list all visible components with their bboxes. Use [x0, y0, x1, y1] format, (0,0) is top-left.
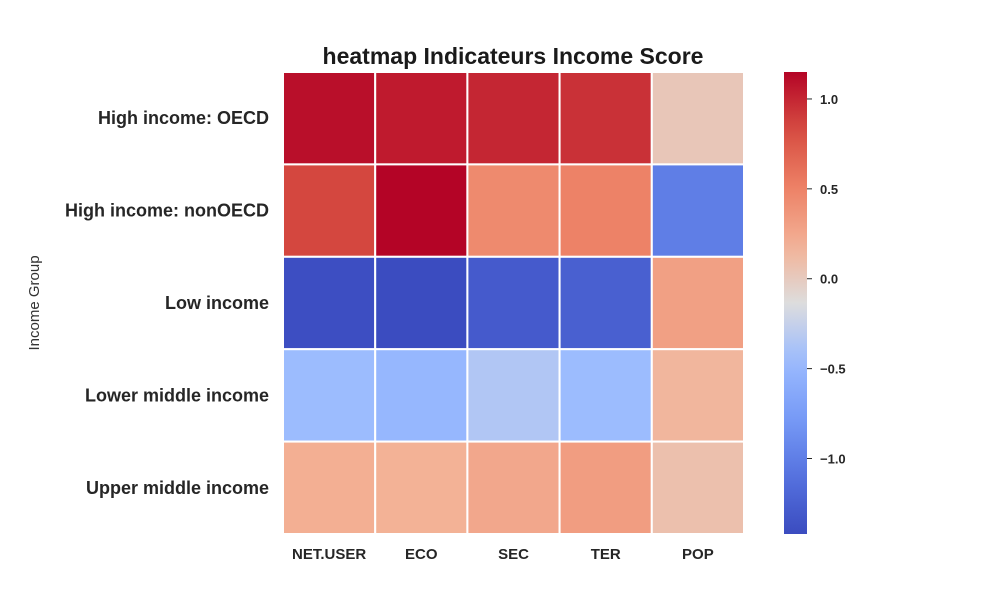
heatmap-cell: [282, 348, 377, 443]
row-label: Lower middle income: [85, 385, 269, 405]
heatmap-cell: [558, 348, 653, 443]
heatmap-cell: [650, 348, 745, 443]
heatmap-cell: [466, 163, 561, 258]
colorbar-ticks: 1.0 0.5 0.0 −0.5 −1.0: [807, 92, 846, 466]
heatmap-cell: [650, 163, 745, 258]
colorbar-tick-label: −0.5: [820, 362, 846, 377]
colorbar-tick-label: 0.0: [820, 272, 838, 287]
heatmap-cell: [466, 440, 561, 536]
heatmap-cell: [282, 255, 377, 351]
column-label: ECO: [405, 546, 438, 563]
heatmap-cell: [374, 440, 469, 536]
heatmap-cell: [282, 71, 377, 166]
heatmap-cell: [558, 163, 653, 258]
heatmap-cell: [466, 348, 561, 443]
column-label: SEC: [498, 546, 529, 563]
heatmap-cell: [466, 71, 561, 166]
row-label: High income: OECD: [98, 108, 269, 128]
y-axis-label: Income Group: [26, 255, 43, 350]
row-label: Low income: [165, 293, 269, 313]
heatmap-cell: [558, 440, 653, 536]
heatmap-cells: [282, 71, 745, 536]
colorbar: [784, 72, 807, 534]
heatmap-cell: [650, 440, 745, 536]
heatmap-cell: [558, 71, 653, 166]
heatmap-cell: [650, 71, 745, 166]
chart-title: heatmap Indicateurs Income Score: [323, 43, 704, 69]
column-labels: NET.USER ECO SEC TER POP: [292, 546, 714, 563]
column-label: NET.USER: [292, 546, 366, 563]
heatmap-cell: [466, 255, 561, 351]
row-label: Upper middle income: [86, 478, 269, 498]
row-label: High income: nonOECD: [65, 201, 269, 221]
heatmap-cell: [558, 255, 653, 351]
heatmap-cell: [374, 348, 469, 443]
heatmap-cell: [282, 163, 377, 258]
heatmap-cell: [282, 440, 377, 536]
colorbar-tick-label: 1.0: [820, 92, 838, 107]
heatmap-cell: [374, 255, 469, 351]
heatmap-cell: [374, 71, 469, 166]
row-labels: High income: OECD High income: nonOECD Low…: [65, 108, 269, 498]
heatmap-cell: [374, 163, 469, 258]
colorbar-tick-label: −1.0: [820, 451, 846, 466]
column-label: POP: [682, 546, 714, 563]
heatmap-cell: [650, 255, 745, 351]
colorbar-tick-label: 0.5: [820, 182, 838, 197]
column-label: TER: [591, 546, 621, 563]
